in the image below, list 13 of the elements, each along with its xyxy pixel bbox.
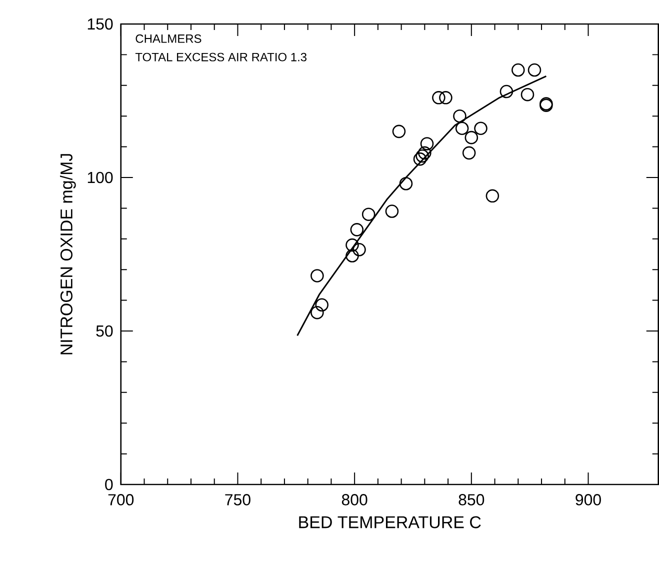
- y-tick-label: 0: [105, 478, 113, 490]
- y-axis-title: NITROGEN OXIDE mg/MJ: [60, 154, 76, 354]
- annotation: TOTAL EXCESS AIR RATIO 1.3: [135, 52, 307, 62]
- x-tick-label: 900: [576, 494, 601, 506]
- x-tick-label: 800: [342, 494, 368, 506]
- x-tick-label: 850: [458, 494, 484, 506]
- x-tick-label: 750: [225, 494, 250, 506]
- annotation: CHALMERS: [136, 34, 202, 43]
- x-axis-title: BED TEMPERATURE C: [299, 516, 481, 528]
- y-tick-label: 50: [96, 325, 113, 336]
- x-tick-label: 700: [108, 494, 134, 506]
- y-tick-label: 150: [88, 18, 113, 30]
- y-tick-label: 100: [88, 172, 113, 183]
